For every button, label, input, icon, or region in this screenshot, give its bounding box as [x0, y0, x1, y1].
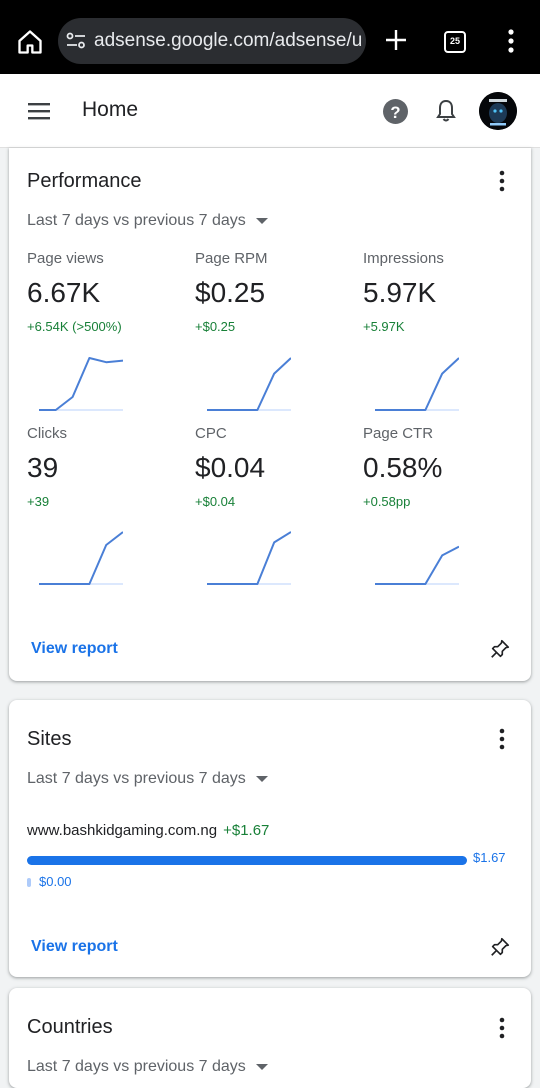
sparkline-series: [207, 357, 291, 411]
metric-label: Impressions: [363, 250, 444, 267]
metric-value: 39: [27, 452, 59, 483]
new-tab-icon[interactable]: [384, 28, 408, 52]
metric-page-views[interactable]: Page views 6.67K +6.54K (>500%): [27, 250, 187, 334]
metric-page-ctr[interactable]: Page CTR 0.58% +0.58pp: [363, 425, 523, 509]
metric-label: Page CTR: [363, 425, 434, 442]
browser-toolbar: adsense.google.com/adsense/u/0/pub 25: [0, 0, 540, 74]
metric-delta: +5.97K: [363, 319, 405, 334]
performance-card: Performance Last 7 days vs previous 7 da…: [9, 148, 531, 681]
sites-card: Sites Last 7 days vs previous 7 days www…: [9, 700, 531, 977]
sites-title: Sites: [27, 728, 72, 750]
site-settings-icon[interactable]: [66, 32, 86, 50]
hamburger-menu-icon[interactable]: [28, 102, 50, 120]
svg-text:?: ?: [390, 103, 400, 122]
browser-menu-icon[interactable]: [503, 28, 519, 54]
sites-range-dropdown[interactable]: Last 7 days vs previous 7 days: [27, 770, 268, 788]
metric-value: $0.25: [195, 277, 266, 308]
metric-label: CPC: [195, 425, 227, 442]
sparkline-cpc: [207, 531, 291, 585]
metric-cpc[interactable]: CPC $0.04 +$0.04: [195, 425, 355, 509]
help-icon[interactable]: ?: [383, 99, 408, 124]
site-current-value: $1.67: [473, 850, 506, 865]
sparkline-series: [39, 357, 123, 411]
metric-label: Page views: [27, 250, 104, 267]
metric-delta: +0.58pp: [363, 494, 411, 509]
sites-view-report-link[interactable]: View report: [31, 938, 118, 955]
metric-value: 5.97K: [363, 277, 437, 308]
home-icon[interactable]: [16, 28, 44, 56]
notifications-bell-icon[interactable]: [434, 98, 458, 124]
sparkline-page-ctr: [375, 545, 459, 585]
sparkline-impressions: [375, 357, 459, 411]
dropdown-caret-icon: [255, 775, 268, 782]
sparkline-series: [375, 357, 459, 411]
account-avatar[interactable]: [479, 92, 517, 130]
site-current-bar: [27, 856, 467, 865]
pin-icon[interactable]: [489, 936, 511, 958]
performance-range-dropdown[interactable]: Last 7 days vs previous 7 days: [27, 212, 268, 230]
url-text[interactable]: adsense.google.com/adsense/u/0/pub: [94, 30, 362, 51]
page-title: Home: [82, 98, 139, 121]
metric-label: Clicks: [27, 425, 67, 442]
metric-clicks[interactable]: Clicks 39 +39: [27, 425, 187, 509]
countries-more-icon[interactable]: [499, 1017, 505, 1039]
sparkline-clicks: [39, 531, 123, 585]
site-gain: +$1.67: [223, 822, 270, 839]
metric-impressions[interactable]: Impressions 5.97K +5.97K: [363, 250, 523, 334]
metric-value: 0.58%: [363, 452, 443, 483]
sites-range-label: Last 7 days vs previous 7 days: [27, 770, 246, 787]
metric-delta: +6.54K (>500%): [27, 319, 122, 334]
dropdown-caret-icon: [255, 1063, 268, 1070]
pin-icon[interactable]: [489, 638, 511, 660]
dropdown-caret-icon: [255, 217, 268, 224]
sparkline-page-rpm: [207, 357, 291, 411]
sparkline-series: [375, 545, 459, 585]
sparkline-series: [207, 531, 291, 585]
app-header: Home ?: [0, 74, 540, 148]
avatar-image: [479, 92, 517, 130]
site-previous-bar: [27, 878, 31, 887]
metric-delta: +39: [27, 494, 50, 509]
performance-view-report-link[interactable]: View report: [31, 640, 118, 657]
metric-delta: +$0.04: [195, 494, 236, 509]
countries-title: Countries: [27, 1016, 113, 1038]
metric-value: $0.04: [195, 452, 266, 483]
site-previous-value: $0.00: [39, 874, 72, 889]
metric-page-rpm[interactable]: Page RPM $0.25 +$0.25: [195, 250, 355, 334]
sites-more-icon[interactable]: [499, 728, 505, 750]
tab-switcher-button[interactable]: 25: [444, 31, 466, 53]
sparkline-page-views: [39, 357, 123, 411]
performance-more-icon[interactable]: [499, 170, 505, 192]
performance-title: Performance: [27, 170, 142, 192]
site-name: www.bashkidgaming.com.ng: [27, 822, 218, 839]
countries-range-label: Last 7 days vs previous 7 days: [27, 1058, 246, 1075]
address-bar[interactable]: adsense.google.com/adsense/u/0/pub: [58, 18, 366, 64]
metric-label: Page RPM: [195, 250, 268, 267]
site-bar-track: [27, 856, 467, 865]
metric-value: 6.67K: [27, 277, 101, 308]
performance-range-label: Last 7 days vs previous 7 days: [27, 212, 246, 229]
site-row: www.bashkidgaming.com.ng +$1.67: [27, 822, 269, 839]
sparkline-series: [39, 531, 123, 585]
countries-card: Countries Last 7 days vs previous 7 days: [9, 988, 531, 1088]
countries-range-dropdown[interactable]: Last 7 days vs previous 7 days: [27, 1058, 268, 1076]
metric-delta: +$0.25: [195, 319, 236, 334]
